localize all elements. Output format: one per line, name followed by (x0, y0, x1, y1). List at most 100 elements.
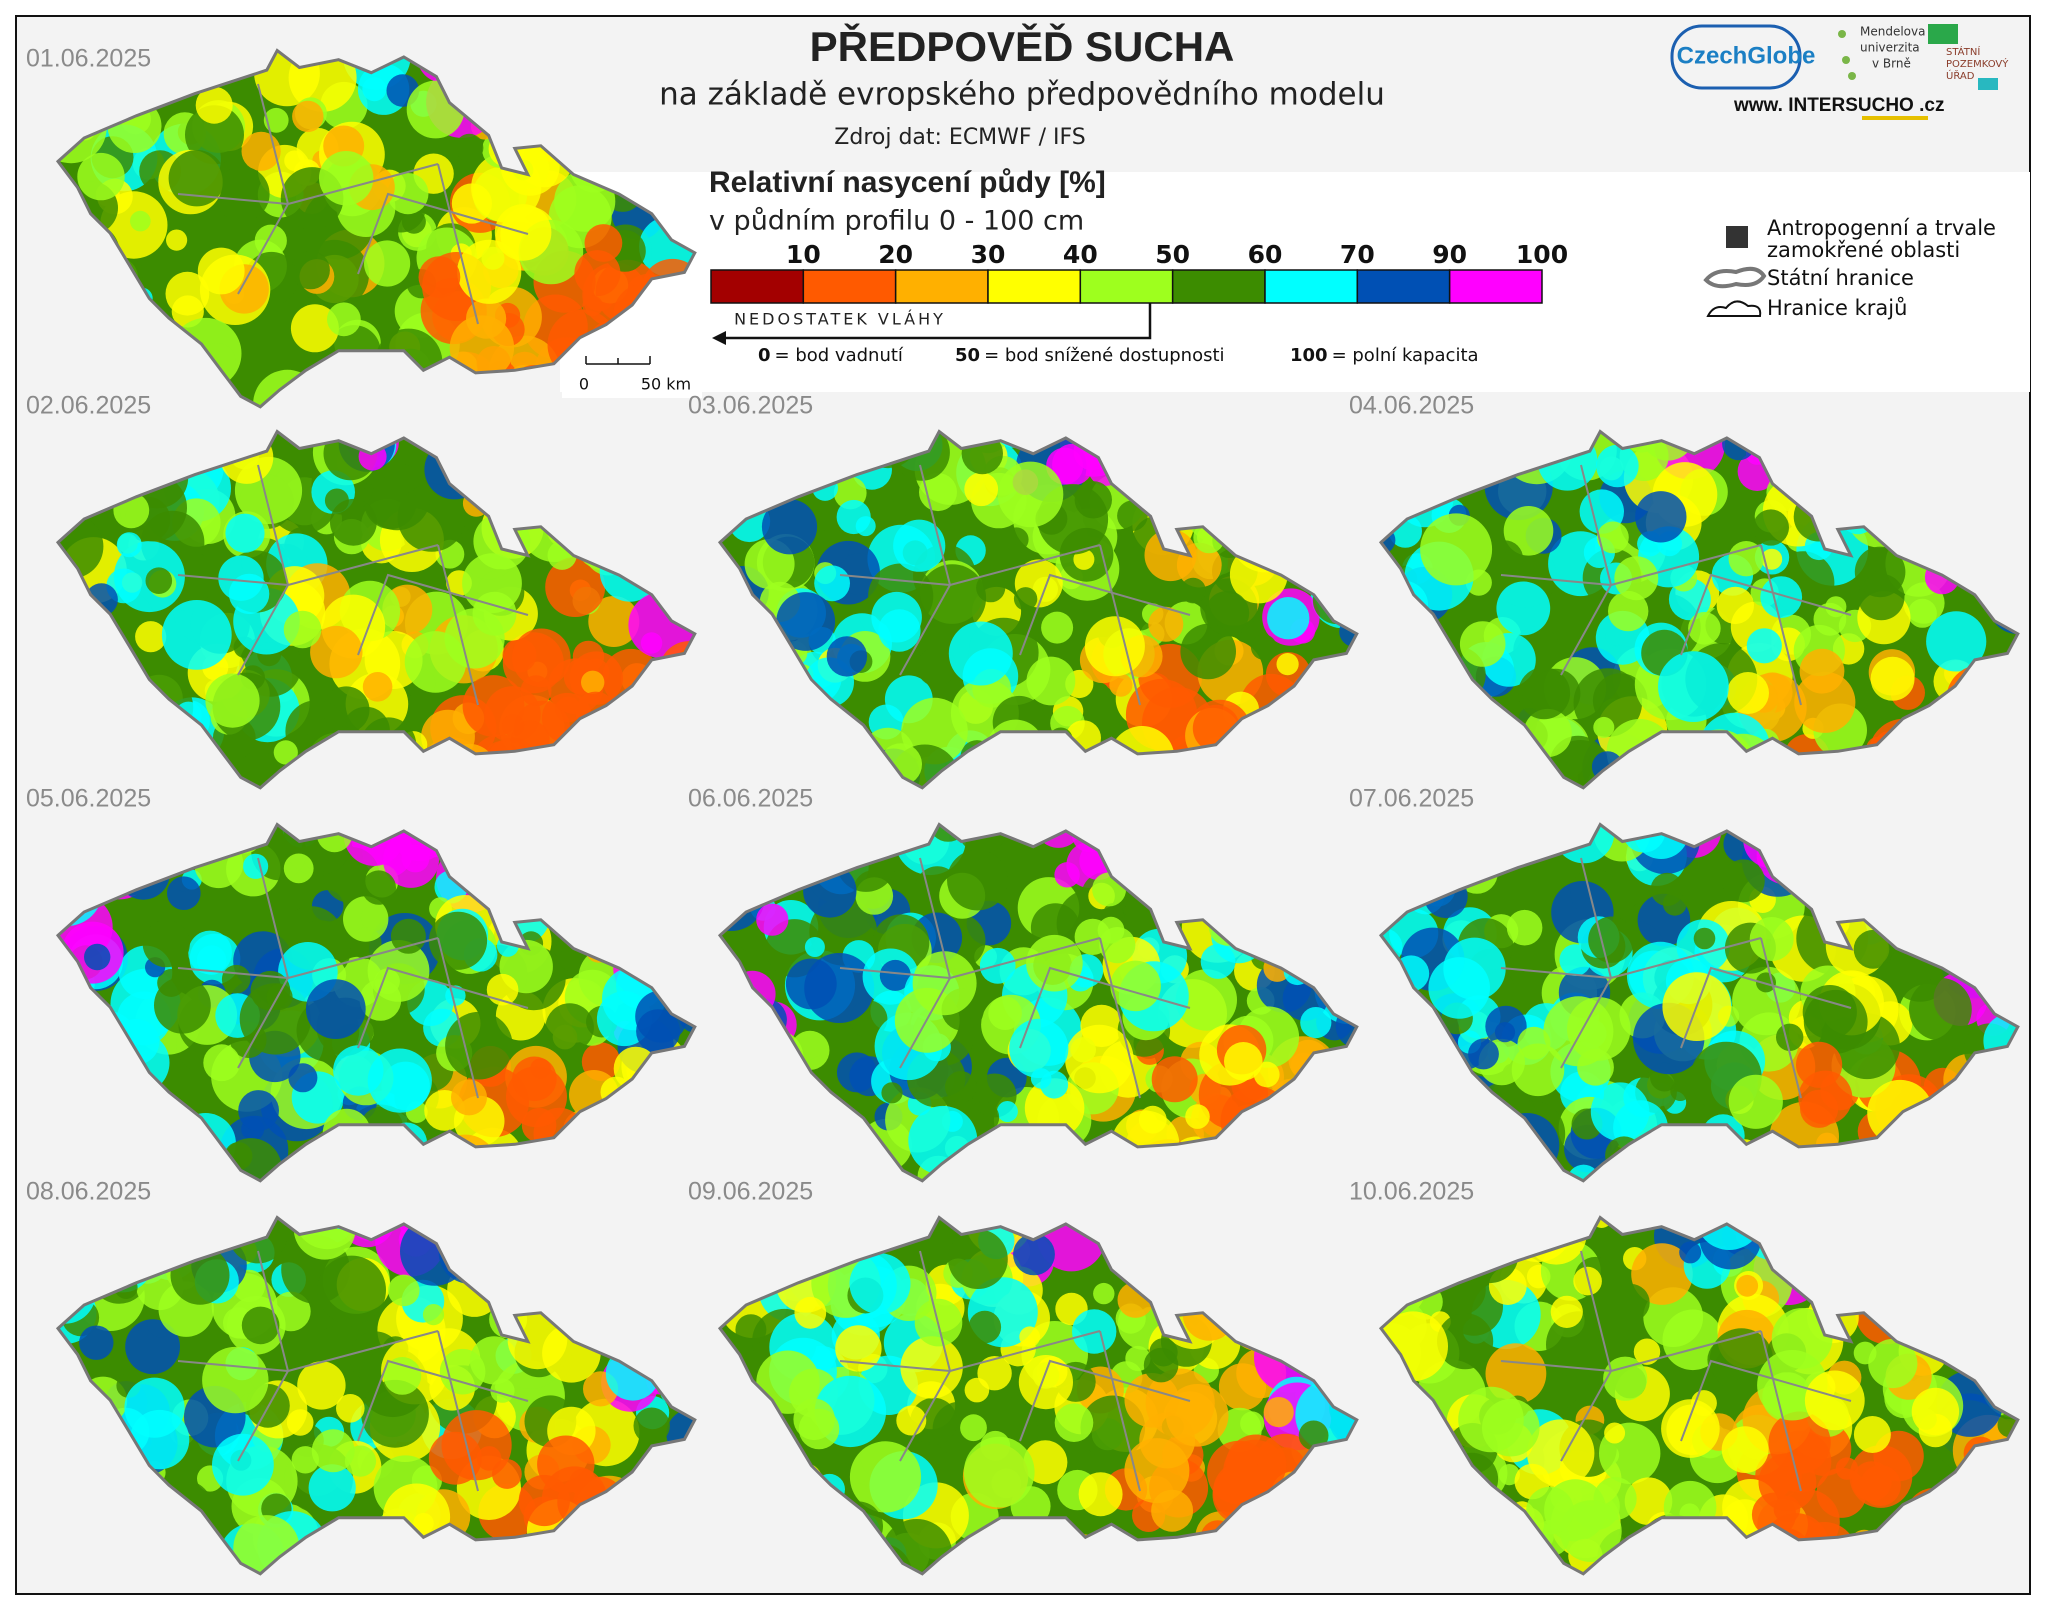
map-patch (1559, 1500, 1622, 1562)
map-regions (839, 464, 1191, 706)
map-patch (1143, 1347, 1179, 1383)
map-patch (1250, 634, 1277, 660)
colorbar-segment (894, 269, 989, 304)
map-patch (1604, 1422, 1626, 1444)
map-patch (1485, 540, 1524, 578)
note: 100 = polní kapacita (1290, 345, 1479, 366)
map-patch (947, 849, 1008, 911)
map-patch (290, 304, 339, 353)
map-patch (1596, 444, 1639, 488)
map-patch (167, 876, 201, 910)
map-patch (1868, 1338, 1918, 1389)
map-patch (441, 1410, 512, 1481)
map-patch (263, 107, 289, 133)
map-patch (195, 86, 233, 124)
logo-spu (1978, 78, 1998, 90)
map-patch (1746, 628, 1782, 664)
map-patch (77, 152, 125, 201)
map-patch (1631, 1243, 1693, 1305)
map-patch (404, 631, 467, 693)
map-patch (457, 239, 522, 304)
logo-mendelu: v Brně (1872, 57, 1911, 71)
map-patch (574, 250, 621, 297)
map-patch (738, 926, 765, 952)
map-regions (177, 1250, 529, 1492)
map-patch (997, 461, 1064, 528)
map-patch (1597, 521, 1629, 554)
map-patch (1506, 909, 1543, 946)
map-patch (1911, 1387, 1960, 1436)
note-text: = bod vadnutí (775, 345, 904, 366)
legend-title: Relativní nasycení půdy [%] (709, 166, 1106, 199)
map-patch (1771, 1308, 1833, 1369)
map-patch (1728, 541, 1764, 577)
map-patch (79, 1325, 114, 1360)
colorbar-tick: 60 (1248, 240, 1283, 269)
map-patch (288, 1063, 318, 1093)
map-patch (212, 1433, 274, 1496)
map-patch (804, 937, 825, 957)
map-patch (512, 1056, 557, 1102)
map-patch (977, 1356, 1012, 1391)
map-patch (1749, 917, 1794, 961)
colorbar-segment (1264, 269, 1359, 304)
map-patch (835, 1325, 882, 1372)
map-patch (388, 1274, 420, 1307)
map-patch (241, 131, 281, 171)
logo-mendelu: Mendelova (1860, 25, 1925, 39)
map-patch (1468, 1038, 1499, 1070)
subtitle: na základě evropského předpovědního mode… (659, 77, 1385, 113)
map-patch (284, 150, 305, 171)
map-patch (1110, 960, 1161, 1012)
map-patch (185, 105, 244, 165)
map-patch (1688, 612, 1721, 645)
map-patch (286, 1409, 314, 1436)
map-patch (1736, 1274, 1759, 1297)
map-patch (1298, 1420, 1329, 1451)
map-patch (1662, 1309, 1724, 1371)
map-patch (1093, 1282, 1115, 1305)
map-patch (912, 951, 977, 1016)
map-patch (327, 302, 361, 337)
map-patch (1802, 985, 1857, 1040)
map-patch (1728, 1074, 1783, 1129)
map-regions (177, 83, 529, 325)
map-date: 01.06.2025 (26, 45, 151, 73)
map-patch (390, 918, 426, 954)
map-border (1378, 1215, 2020, 1576)
map-patch (1078, 1472, 1123, 1517)
map-patch (1458, 1386, 1524, 1453)
colorbar-segment (1356, 269, 1451, 304)
map-border (717, 822, 1359, 1183)
web-part: SUCHO (1845, 95, 1914, 116)
map-patch (1709, 1328, 1774, 1392)
map-patch (1550, 1295, 1583, 1328)
logo-ring (1670, 24, 1802, 90)
map-patch (1658, 651, 1729, 722)
map-patch (1853, 929, 1893, 969)
map-patch (900, 1336, 963, 1399)
map-patch (1004, 527, 1029, 552)
map-patch (1603, 1356, 1648, 1401)
map-patch (1612, 1283, 1650, 1322)
map-patch (168, 150, 225, 207)
logo-mendelu: univerzita (1860, 41, 1920, 55)
map-patch (1013, 587, 1038, 611)
map-patch (988, 996, 1022, 1030)
map-patch (1180, 577, 1206, 604)
map-patch (1650, 872, 1684, 906)
map-border (1378, 429, 2020, 790)
logo-spu: POZEMKOVÝ (1946, 57, 2009, 70)
arrow-head (712, 331, 726, 345)
map-patch (1030, 1068, 1052, 1089)
map-patch (1796, 1041, 1843, 1088)
map-patch (1633, 1338, 1661, 1365)
map-patch (855, 516, 876, 537)
map-patch (1151, 1489, 1194, 1532)
map-patch (221, 964, 251, 994)
map-patch (367, 1048, 432, 1113)
map-patch (310, 625, 363, 679)
map-patch (413, 1512, 434, 1534)
map-patch (1224, 1042, 1263, 1081)
map-patch (1546, 1311, 1613, 1378)
